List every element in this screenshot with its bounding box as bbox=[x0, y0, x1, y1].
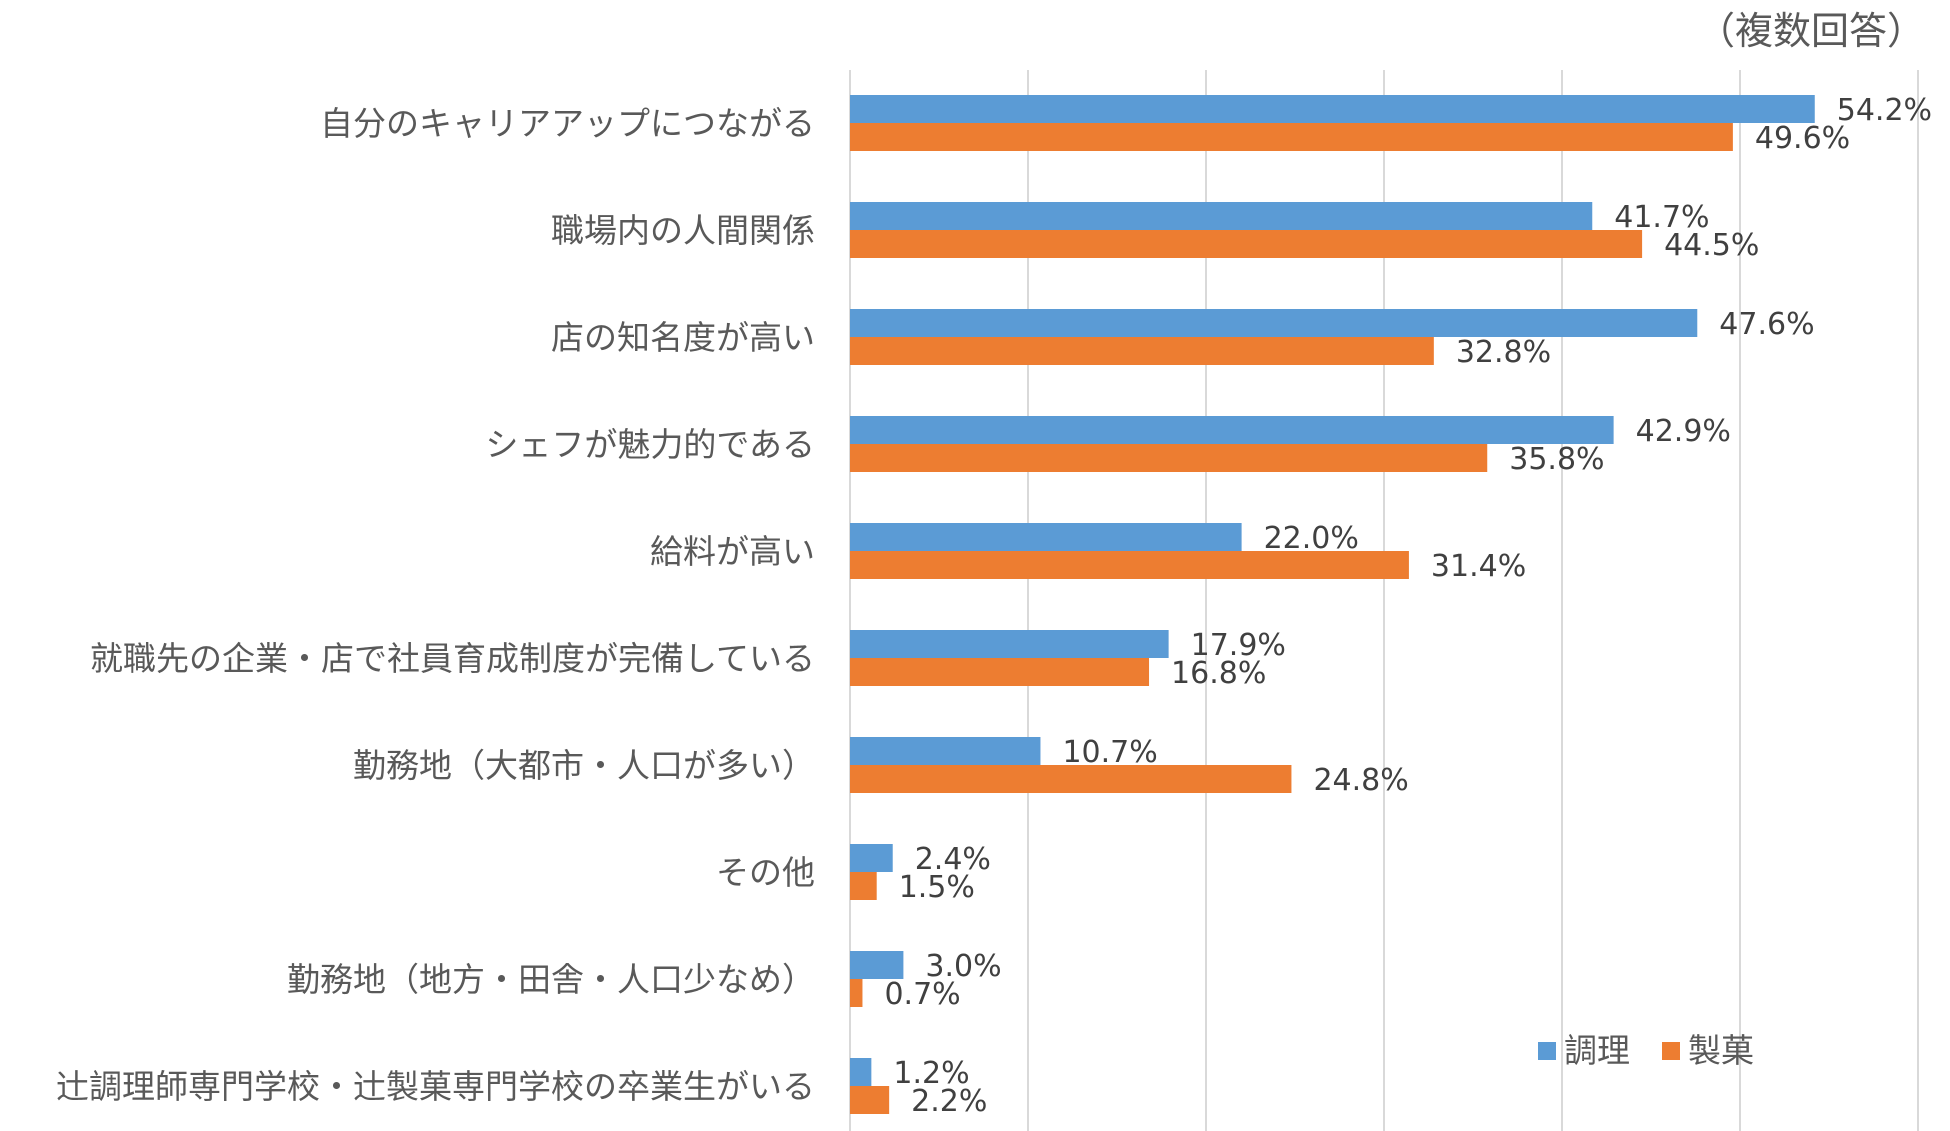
category-label: 給料が高い bbox=[650, 532, 815, 571]
bar-cooking bbox=[850, 416, 1614, 444]
bar-confectionery bbox=[850, 230, 1643, 258]
data-label: 3.0% bbox=[925, 949, 1001, 984]
category-label: 職場内の人間関係 bbox=[551, 211, 815, 250]
labels: 自分のキャリアアップにつながる 54.2%49.6% 職場内の人間関係 41.7%44… bbox=[56, 93, 1932, 1119]
data-label: 54.2% bbox=[1837, 93, 1932, 128]
bar-cooking bbox=[850, 95, 1815, 123]
data-label: 41.7% bbox=[1614, 200, 1709, 235]
bar-cooking bbox=[850, 202, 1593, 230]
category-label: その他 bbox=[716, 853, 815, 892]
bar-cooking bbox=[850, 630, 1169, 658]
data-label: 35.8% bbox=[1509, 442, 1604, 477]
bars bbox=[850, 95, 1815, 1114]
category-label: 就職先の企業・店で社員育成制度が完備している bbox=[90, 639, 815, 678]
legend-swatch bbox=[1538, 1042, 1556, 1060]
category-label: 自分のキャリアアップにつながる bbox=[320, 104, 815, 143]
category-label: 勤務地（大都市・人口が多い） bbox=[353, 746, 815, 785]
data-label: 42.9% bbox=[1636, 414, 1731, 449]
category-label: 店の知名度が高い bbox=[551, 318, 815, 357]
data-label: 44.5% bbox=[1664, 228, 1759, 263]
data-label: 16.8% bbox=[1171, 656, 1266, 691]
data-label: 49.6% bbox=[1755, 121, 1850, 156]
data-label: 17.9% bbox=[1191, 628, 1286, 663]
bar-cooking bbox=[850, 844, 893, 872]
bar-confectionery bbox=[850, 123, 1733, 151]
data-label: 22.0% bbox=[1264, 521, 1359, 556]
data-label: 47.6% bbox=[1719, 307, 1814, 342]
data-label: 2.2% bbox=[911, 1084, 987, 1119]
legend-swatch bbox=[1662, 1042, 1680, 1060]
data-label: 10.7% bbox=[1062, 735, 1157, 770]
bar-confectionery bbox=[850, 337, 1434, 365]
bar-confectionery bbox=[850, 444, 1488, 472]
bar-confectionery bbox=[850, 658, 1150, 686]
bar-cooking bbox=[850, 951, 904, 979]
data-label: 1.5% bbox=[899, 870, 975, 905]
data-label: 2.4% bbox=[915, 842, 991, 877]
bar-confectionery bbox=[850, 765, 1292, 793]
data-label: 1.2% bbox=[893, 1056, 969, 1091]
bar-confectionery bbox=[850, 872, 877, 900]
bar-cooking bbox=[850, 1058, 872, 1086]
data-label: 0.7% bbox=[884, 977, 960, 1012]
bar-cooking bbox=[850, 309, 1698, 337]
bar-confectionery bbox=[850, 1086, 890, 1114]
data-label: 32.8% bbox=[1456, 335, 1551, 370]
category-label: 辻調理師専門学校・辻製菓専門学校の卒業生がいる bbox=[56, 1067, 815, 1106]
legend-label: 調理 bbox=[1564, 1031, 1630, 1070]
bar-cooking bbox=[850, 737, 1041, 765]
multiple-answer-note: （複数回答） bbox=[1697, 9, 1925, 53]
legend: 調理 製菓 bbox=[1538, 1031, 1754, 1070]
data-label: 24.8% bbox=[1313, 763, 1408, 798]
bar-confectionery bbox=[850, 979, 863, 1007]
data-label: 31.4% bbox=[1431, 549, 1526, 584]
category-label: シェフが魅力的である bbox=[485, 425, 815, 464]
bar-cooking bbox=[850, 523, 1242, 551]
legend-label: 製菓 bbox=[1688, 1031, 1754, 1070]
category-label: 勤務地（地方・田舎・人口少なめ） bbox=[287, 960, 815, 999]
bar-confectionery bbox=[850, 551, 1409, 579]
